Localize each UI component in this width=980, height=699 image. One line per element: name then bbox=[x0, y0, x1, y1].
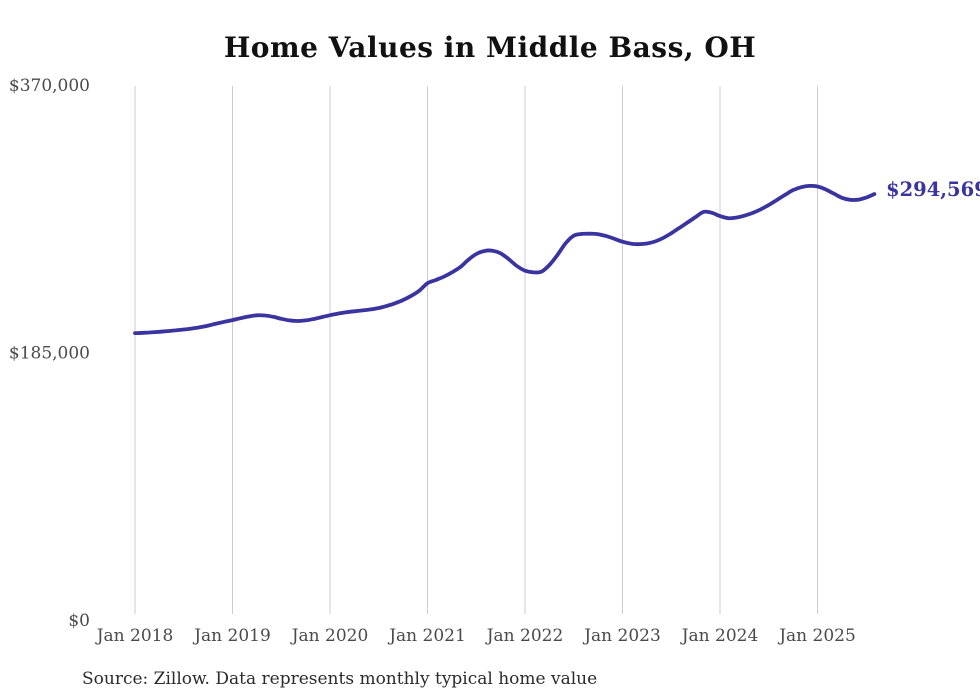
source-note: Source: Zillow. Data represents monthly … bbox=[82, 669, 598, 689]
chart-title: Home Values in Middle Bass, OH bbox=[223, 31, 757, 64]
x-axis-tick-label: Jan 2021 bbox=[387, 626, 466, 646]
y-axis-tick-label: $370,000 bbox=[9, 76, 90, 96]
x-axis-tick-label: Jan 2025 bbox=[777, 626, 856, 646]
y-axis-tick-label: $185,000 bbox=[9, 344, 90, 364]
x-axis-tick-label: Jan 2022 bbox=[485, 626, 564, 646]
home-value-line bbox=[133, 183, 877, 335]
x-axis-tick-label: Jan 2020 bbox=[290, 626, 369, 646]
x-axis-tick-label: Jan 2023 bbox=[582, 626, 661, 646]
x-axis-tick-label: Jan 2024 bbox=[680, 626, 759, 646]
x-axis-tick-label: Jan 2019 bbox=[192, 626, 271, 646]
y-axis-tick-label: $0 bbox=[68, 611, 90, 631]
latest-value-label: $294,569 bbox=[886, 178, 980, 201]
x-axis-tick-label: Jan 2018 bbox=[95, 626, 174, 646]
